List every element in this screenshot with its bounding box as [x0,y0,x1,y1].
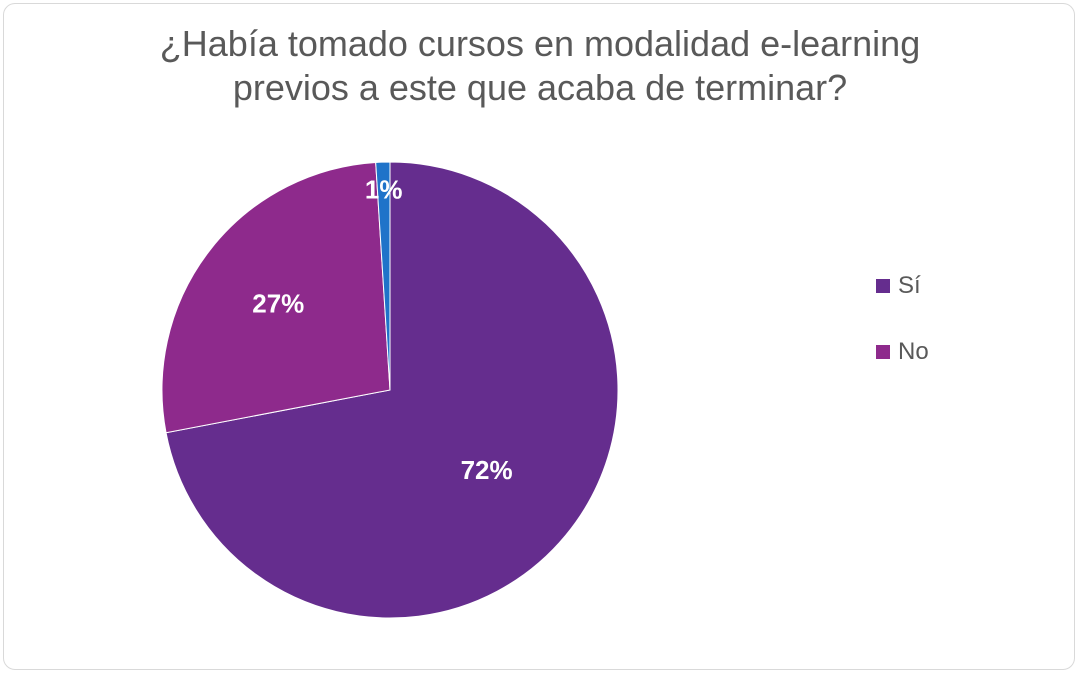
legend-swatch-no [876,345,890,359]
legend-label-si: Sí [898,272,921,299]
chart-title: ¿Había tomado cursos en modalidad e-lear… [0,22,1080,110]
data-label-other: 1% [365,174,403,204]
pie-slice-other[interactable] [375,161,391,391]
chart-title-line-1: ¿Había tomado cursos en modalidad e-lear… [159,23,921,64]
pie-data-labels: 72% 27% 1% [252,174,512,484]
pie-slice-si[interactable] [165,161,619,619]
legend: Sí No [876,268,929,400]
legend-label-no: No [898,338,929,365]
pie-slice-no[interactable] [161,161,391,434]
legend-item-si[interactable]: Sí [876,268,929,304]
legend-swatch-si [876,279,890,293]
data-label-no: 27% [252,288,304,318]
data-label-si: 72% [461,455,513,485]
chart-title-line-2: previos a este que acaba de terminar? [232,67,848,108]
legend-item-no[interactable]: No [876,334,929,370]
pie-slices [161,161,619,619]
